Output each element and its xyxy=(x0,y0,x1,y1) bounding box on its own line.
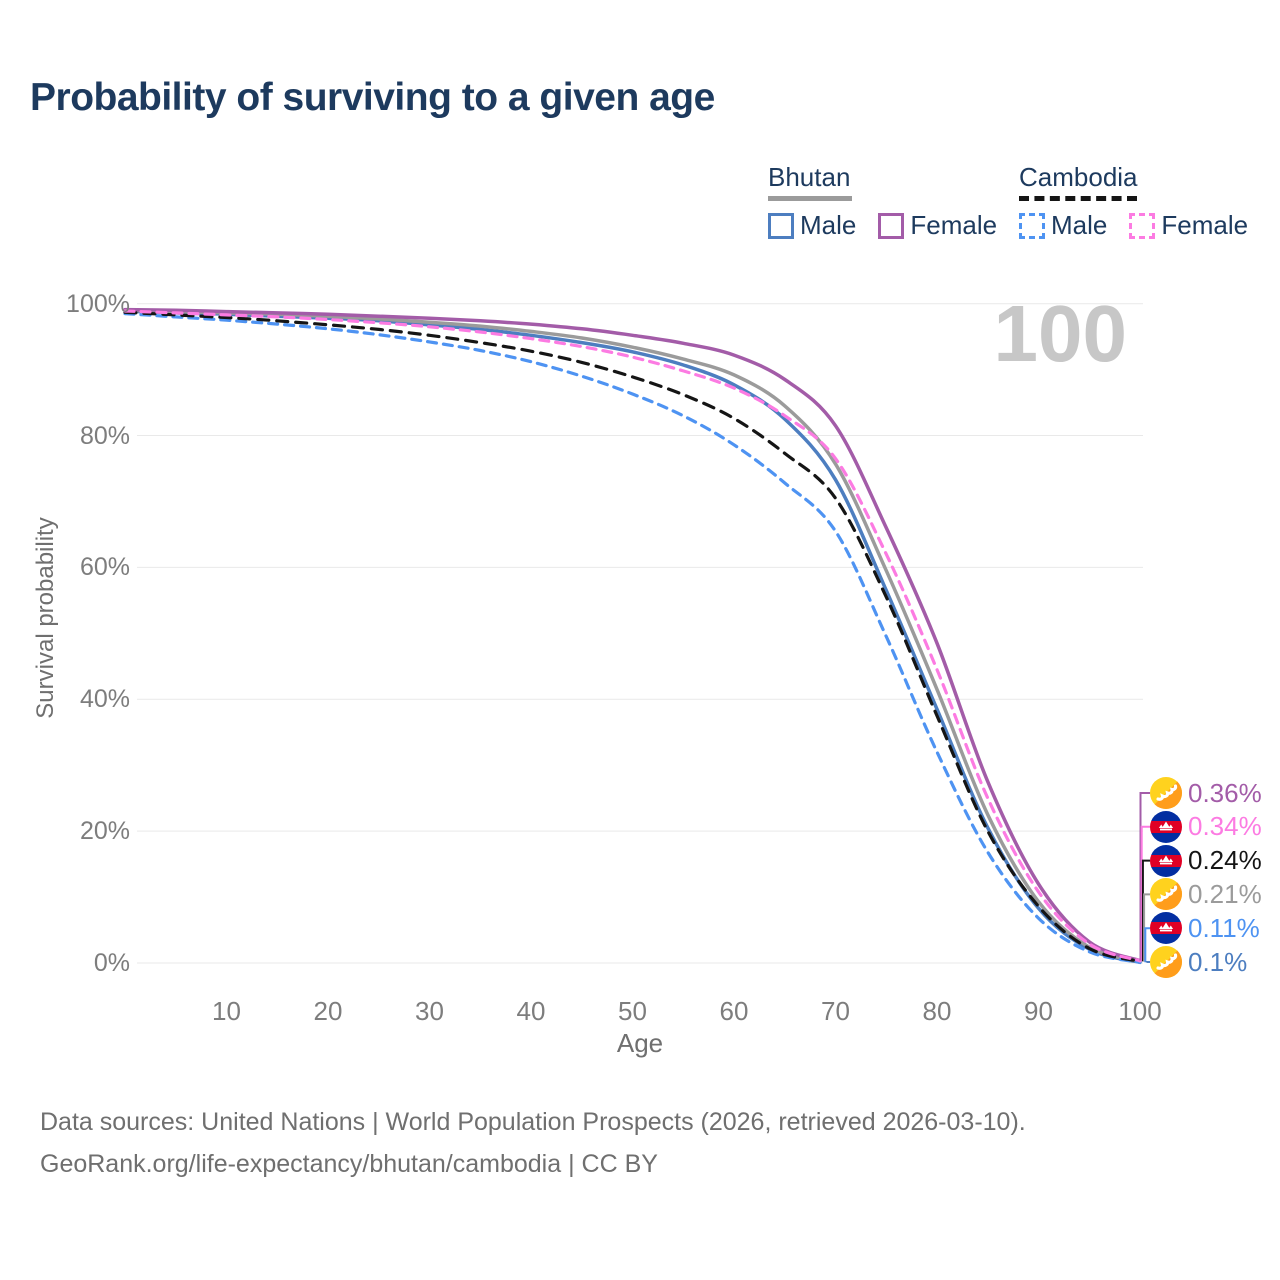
end-label-connector-bhutan-female xyxy=(1139,792,1150,961)
x-tick-70: 70 xyxy=(821,996,850,1026)
x-tick-40: 40 xyxy=(516,996,546,1026)
legend-bhutan-line-swatch xyxy=(768,196,852,201)
legend-bhutan-female-label[interactable]: Female xyxy=(910,210,998,240)
end-label-value: 0.36% xyxy=(1188,777,1262,808)
y-tick-60pct: 60% xyxy=(79,553,130,582)
end-label-bhutan-male: 0.1% xyxy=(1150,946,1247,978)
curve-bhutan xyxy=(123,308,1142,964)
curve-cambodia xyxy=(123,310,1142,963)
end-label-cambodia: 0.24% xyxy=(1150,844,1262,877)
y-tick-80pct: 80% xyxy=(79,421,130,450)
legend-cambodia-male-label[interactable]: Male xyxy=(1051,210,1108,240)
x-tick-60: 60 xyxy=(719,996,749,1026)
bhutan-flag-icon xyxy=(1150,878,1182,911)
x-tick-20: 20 xyxy=(313,996,343,1026)
x-tick-10: 10 xyxy=(212,996,241,1026)
curve-cambodia-male xyxy=(123,312,1142,964)
x-tick-50: 50 xyxy=(618,996,647,1026)
end-label-bhutan-female: 0.36% xyxy=(1150,777,1262,809)
end-label-connector-cambodia xyxy=(1141,859,1150,962)
legend-bhutan-male-swatch[interactable] xyxy=(768,212,794,239)
bhutan-flag-icon xyxy=(1150,777,1182,809)
end-label-cambodia-female: 0.34% xyxy=(1150,810,1262,843)
end-label-value: 0.34% xyxy=(1188,811,1262,842)
curve-cambodia-female xyxy=(123,309,1142,963)
legend-cambodia-label[interactable]: Cambodia xyxy=(1019,162,1138,192)
x-tick-100: 100 xyxy=(1118,996,1162,1026)
end-label-connector-cambodia-male xyxy=(1144,927,1150,963)
y-tick-0pct: 0% xyxy=(93,949,130,977)
page-title: Probability of surviving to a given age xyxy=(30,76,715,119)
end-label-cambodia-male: 0.11% xyxy=(1150,912,1260,945)
legend-cambodia-male-swatch[interactable] xyxy=(1019,212,1045,239)
cambodia-flag-icon xyxy=(1150,912,1182,945)
end-label-value: 0.21% xyxy=(1188,878,1262,909)
legend-cambodia-female-label[interactable]: Female xyxy=(1161,210,1249,240)
x-tick-30: 30 xyxy=(415,996,444,1026)
y-tick-20pct: 20% xyxy=(79,817,130,846)
age-watermark: 100 xyxy=(993,289,1127,378)
y-tick-40pct: 40% xyxy=(79,685,130,714)
end-label-value: 0.11% xyxy=(1188,912,1260,943)
end-label-value: 0.1% xyxy=(1188,946,1248,977)
legend-cambodia-female-swatch[interactable] xyxy=(1129,212,1156,239)
legend-group-cambodia: Cambodia Male Female xyxy=(1019,162,1270,241)
curve-bhutan-female xyxy=(123,307,1142,963)
y-tick-100pct: 100% xyxy=(66,289,130,318)
curve-bhutan-male xyxy=(123,309,1142,965)
x-axis-title: Age xyxy=(616,1028,664,1058)
legend-bhutan-male-label[interactable]: Male xyxy=(800,210,857,240)
end-label-connector-bhutan xyxy=(1143,893,1150,962)
end-label-connector-cambodia-female xyxy=(1140,825,1150,961)
end-label-value: 0.24% xyxy=(1188,845,1262,876)
legend-bhutan-label[interactable]: Bhutan xyxy=(768,162,851,192)
footer-data-sources: Data sources: United Nations | World Pop… xyxy=(40,1108,1026,1136)
end-label-bhutan: 0.21% xyxy=(1150,878,1262,911)
x-tick-90: 90 xyxy=(1024,996,1053,1026)
bhutan-flag-icon xyxy=(1150,946,1182,978)
footer-attribution: GeoRank.org/life-expectancy/bhutan/cambo… xyxy=(40,1150,658,1178)
legend-cambodia-line-swatch xyxy=(1019,196,1137,201)
cambodia-flag-icon xyxy=(1150,844,1182,877)
legend-group-bhutan: Bhutan Male Female xyxy=(768,162,1019,241)
legend-bhutan-female-swatch[interactable] xyxy=(878,212,905,239)
x-tick-80: 80 xyxy=(922,996,952,1026)
cambodia-flag-icon xyxy=(1150,810,1182,843)
